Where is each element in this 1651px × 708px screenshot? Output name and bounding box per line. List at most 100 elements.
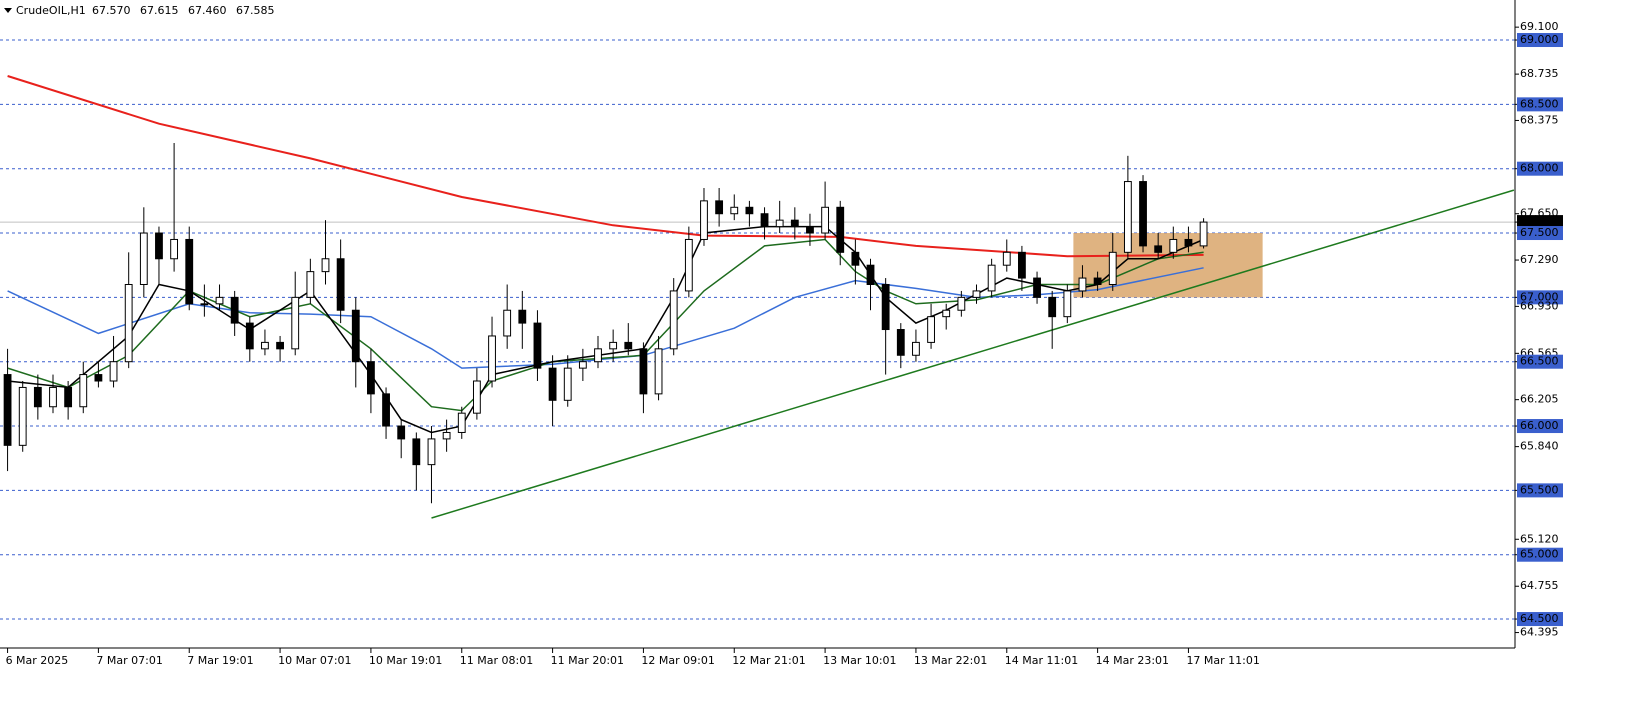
y-tick-label: 68.000 xyxy=(1520,162,1559,175)
candle-body xyxy=(881,283,890,331)
candle-body xyxy=(306,271,315,298)
y-tick-label: 65.000 xyxy=(1520,548,1559,561)
candle-body xyxy=(1033,277,1041,298)
candle-body xyxy=(442,431,451,440)
candle-body xyxy=(730,206,739,215)
candle-body xyxy=(336,258,345,311)
candle-body xyxy=(382,393,390,427)
y-tick-label: 67.585 xyxy=(1520,215,1559,228)
x-tick-label: 12 Mar 09:01 xyxy=(641,654,714,667)
candle-body xyxy=(1154,245,1163,253)
candle-body xyxy=(700,200,708,240)
header-value: 67.615 xyxy=(140,4,179,17)
candle-body xyxy=(563,367,572,401)
candle-body xyxy=(594,348,602,363)
candle-body xyxy=(94,374,103,382)
level-label-box xyxy=(1517,547,1563,562)
y-tick-label: 64.500 xyxy=(1520,612,1559,625)
y-tick-label: 67.500 xyxy=(1520,226,1559,239)
candle-body xyxy=(821,206,830,234)
plot-area xyxy=(0,39,1515,620)
y-tick-label: 68.500 xyxy=(1520,97,1559,110)
y-tick-label: 68.375 xyxy=(1520,113,1559,126)
candle-body xyxy=(109,361,118,382)
candle-body xyxy=(215,296,224,305)
current-price-box xyxy=(1517,215,1563,230)
candle-body xyxy=(912,341,920,356)
candle-body xyxy=(245,322,254,350)
candle-body xyxy=(1078,277,1087,292)
candle-body xyxy=(139,232,148,285)
candle-body xyxy=(1018,251,1026,279)
candle-body xyxy=(291,296,300,350)
candle-body xyxy=(200,303,209,306)
level-label-box xyxy=(1517,290,1563,305)
candle-body xyxy=(669,290,678,350)
candle-body xyxy=(79,374,88,408)
x-tick-label: 13 Mar 10:01 xyxy=(823,654,896,667)
zone-box xyxy=(1073,233,1263,298)
y-tick-label: 66.500 xyxy=(1520,355,1559,368)
y-tick-label: 65.500 xyxy=(1520,483,1559,496)
candle-body xyxy=(1184,238,1193,247)
candle-body xyxy=(790,219,799,228)
candle-body xyxy=(276,341,284,350)
candle-body xyxy=(64,386,73,408)
candle-body xyxy=(578,361,587,369)
level-label-box xyxy=(1517,612,1563,627)
candle-body xyxy=(745,206,754,215)
candle-body xyxy=(1093,277,1102,285)
x-tick-label: 11 Mar 20:01 xyxy=(551,654,624,667)
candle-body xyxy=(230,296,239,324)
header-triangle xyxy=(4,8,12,13)
candle-body xyxy=(124,283,133,363)
candle-body xyxy=(518,309,527,324)
y-tick-label: 69.000 xyxy=(1520,33,1559,46)
x-tick-label: 6 Mar 2025 xyxy=(6,654,69,667)
trendline xyxy=(431,189,1515,519)
candle-body xyxy=(503,309,512,337)
header-value: 67.570 xyxy=(92,4,131,17)
level-label-box xyxy=(1517,419,1563,434)
y-tick-label: 65.840 xyxy=(1520,440,1559,453)
candle-body xyxy=(609,341,618,350)
candle-body xyxy=(321,258,330,273)
level-label-box xyxy=(1517,483,1563,498)
x-tick-label: 12 Mar 21:01 xyxy=(732,654,805,667)
y-tick-label: 66.930 xyxy=(1520,299,1559,312)
candle-body xyxy=(624,341,633,350)
candle-body xyxy=(1002,251,1011,266)
y-tick-label: 64.395 xyxy=(1520,626,1559,639)
level-label-box xyxy=(1517,354,1563,369)
candle-body xyxy=(427,438,436,466)
header-value: 67.460 xyxy=(188,4,227,17)
candle-body xyxy=(472,380,481,414)
candle-body xyxy=(684,238,693,292)
level-label-box xyxy=(1517,97,1563,112)
y-tick-label: 66.205 xyxy=(1520,393,1559,406)
x-tick-label: 7 Mar 07:01 xyxy=(96,654,162,667)
candle-body xyxy=(1139,181,1147,247)
candle-body xyxy=(972,290,981,298)
candle-body xyxy=(533,322,542,369)
candle-body xyxy=(639,348,648,395)
candle-body xyxy=(1169,238,1178,253)
candle-body xyxy=(836,206,845,253)
candle-body xyxy=(1199,221,1208,247)
candle-body xyxy=(806,226,814,234)
candle-body xyxy=(1108,251,1117,285)
candle-body xyxy=(851,251,860,266)
candle-body xyxy=(1123,181,1132,253)
candle-body xyxy=(155,232,163,260)
y-tick-label: 69.100 xyxy=(1520,20,1559,33)
candle-body xyxy=(351,309,360,363)
candle-body xyxy=(1063,290,1072,318)
y-tick-label: 66.000 xyxy=(1520,419,1559,432)
candle-body xyxy=(548,367,557,401)
x-tick-label: 7 Mar 19:01 xyxy=(187,654,253,667)
candle-body xyxy=(760,213,769,228)
candle-body xyxy=(457,412,466,433)
header-value: 67.585 xyxy=(236,4,275,17)
